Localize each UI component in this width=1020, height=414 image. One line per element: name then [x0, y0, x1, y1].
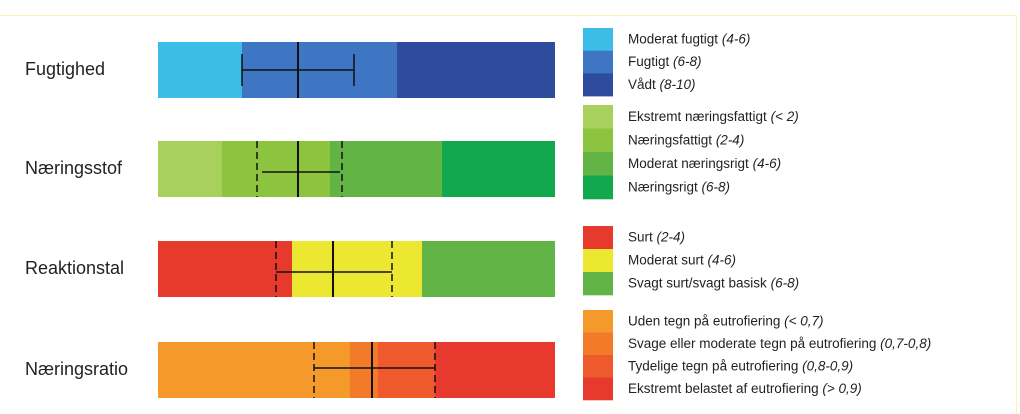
- legend-name: Tydelige tegn på eutrofiering: [628, 358, 798, 373]
- bar-segment: [435, 342, 555, 398]
- bar-segment: [158, 241, 292, 297]
- bar-segment: [158, 342, 350, 398]
- legend-name: Næringsfattigt: [628, 132, 712, 147]
- legend-swatch: [583, 128, 613, 153]
- legend-name: Fugtigt: [628, 54, 670, 69]
- legend-swatch: [583, 50, 613, 74]
- legend-swatch: [583, 310, 613, 333]
- legend-swatch: [583, 226, 613, 250]
- legend-range: (4-6): [753, 155, 782, 170]
- row-label: Reaktionstal: [25, 258, 124, 278]
- legend-swatch: [583, 175, 613, 200]
- legend-entry: Moderat fugtigt (4-6): [628, 31, 750, 46]
- bar-segment: [158, 42, 242, 98]
- bar-segment: [292, 241, 422, 297]
- legend-entry: Svagt surt/svagt basisk (6-8): [628, 275, 799, 290]
- legend-entry: Ekstremt næringsfattigt (< 2): [628, 108, 799, 123]
- legend-name: Næringsrigt: [628, 179, 698, 194]
- legend-name: Moderat surt: [628, 252, 704, 267]
- legend-entry: Fugtigt (6-8): [628, 54, 702, 69]
- row-label: Næringsstof: [25, 158, 123, 178]
- legend-range: (6-8): [702, 179, 731, 194]
- legend-range: (0,8-0,9): [802, 358, 853, 373]
- legend-entry: Vådt (8-10): [628, 76, 696, 91]
- legend-range: (2-4): [716, 132, 745, 147]
- bar-segment: [222, 141, 330, 197]
- legend-swatch: [583, 105, 613, 129]
- bar-segment: [330, 141, 442, 197]
- legend-entry: Moderat surt (4-6): [628, 252, 736, 267]
- legend-entry: Svage eller moderate tegn på eutrofierin…: [628, 335, 931, 350]
- bar-segment: [378, 342, 435, 398]
- legend-entry: Uden tegn på eutrofiering (< 0,7): [628, 313, 824, 328]
- legend-name: Moderat fugtigt: [628, 31, 718, 46]
- legend-name: Vådt: [628, 76, 656, 91]
- legend-name: Ekstremt belastet af eutrofiering: [628, 380, 819, 395]
- legend-name: Surt: [628, 229, 653, 244]
- bar-segment: [350, 342, 378, 398]
- legend-name: Svagt surt/svagt basisk: [628, 275, 767, 290]
- legend-range: (6-8): [673, 54, 702, 69]
- bar-segment: [442, 141, 555, 197]
- legend-name: Svage eller moderate tegn på eutrofierin…: [628, 335, 876, 350]
- legend-range: (4-6): [708, 252, 737, 267]
- legend-range: (0,7-0,8): [880, 335, 931, 350]
- legend-name: Moderat næringsrigt: [628, 155, 749, 170]
- legend-range: (8-10): [660, 76, 696, 91]
- legend-range: (4-6): [722, 31, 751, 46]
- legend-swatch: [583, 152, 613, 176]
- legend-entry: Ekstremt belastet af eutrofiering (> 0,9…: [628, 380, 862, 395]
- bar-segment: [397, 42, 555, 98]
- legend-entry: Moderat næringsrigt (4-6): [628, 155, 781, 170]
- bar-segment: [158, 141, 222, 197]
- legend-swatch: [583, 249, 613, 273]
- legend-range: (6-8): [771, 275, 800, 290]
- legend-name: Ekstremt næringsfattigt: [628, 108, 767, 123]
- legend-entry: Næringsfattigt (2-4): [628, 132, 744, 147]
- legend-range: (> 0,9): [822, 380, 861, 395]
- legend-swatch: [583, 377, 613, 401]
- bar-segment: [422, 241, 555, 297]
- legend-range: (< 2): [771, 108, 799, 123]
- row-label: Næringsratio: [25, 359, 128, 379]
- legend-entry: Surt (2-4): [628, 229, 685, 244]
- legend-swatch: [583, 332, 613, 356]
- legend-range: (< 0,7): [784, 313, 823, 328]
- legend-swatch: [583, 28, 613, 51]
- legend-entry: Næringsrigt (6-8): [628, 179, 730, 194]
- legend-range: (2-4): [657, 229, 686, 244]
- legend-swatch: [583, 272, 613, 296]
- legend-name: Uden tegn på eutrofiering: [628, 313, 780, 328]
- row-label: Fugtighed: [25, 59, 105, 79]
- legend-swatch: [583, 73, 613, 97]
- legend-swatch: [583, 355, 613, 378]
- legend-entry: Tydelige tegn på eutrofiering (0,8-0,9): [628, 358, 853, 373]
